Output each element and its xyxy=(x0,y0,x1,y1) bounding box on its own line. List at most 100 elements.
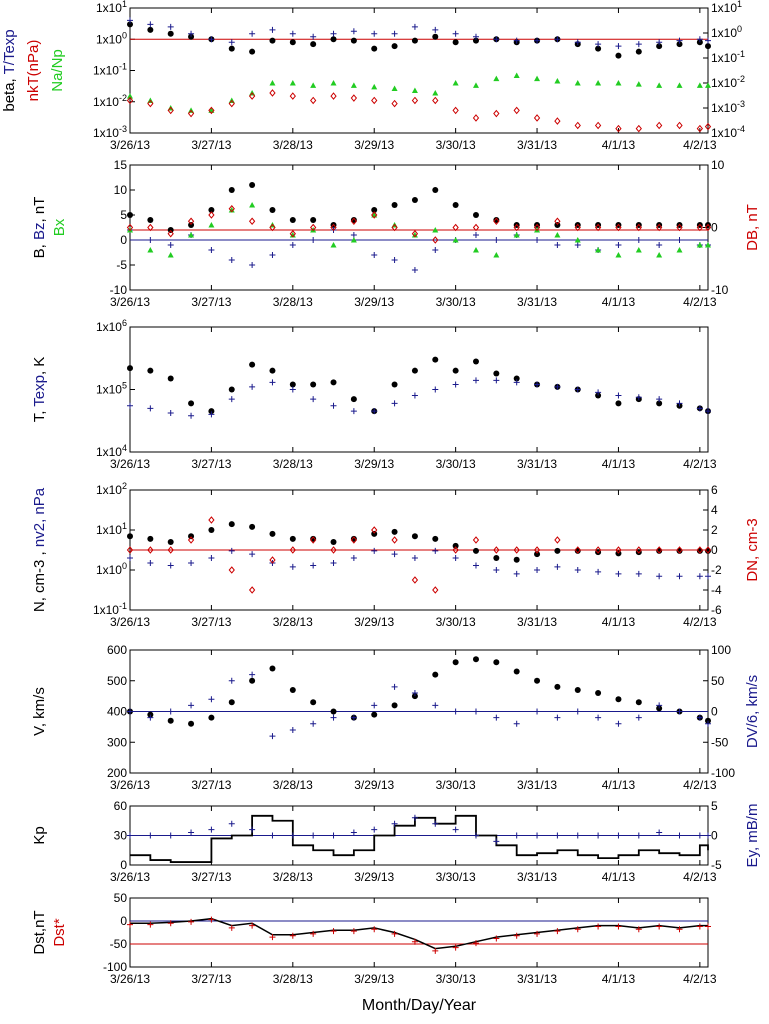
series-N-0-point xyxy=(289,535,296,542)
series-Dst-1-point xyxy=(269,934,276,941)
x-tick-label-Kp: 4/2/13 xyxy=(683,870,717,884)
y-tick-label-left-B: 15 xyxy=(114,158,128,172)
series-B-0-point xyxy=(452,202,459,208)
series-B-1-point xyxy=(289,242,296,248)
series-N-2-point xyxy=(452,546,459,554)
series-B-2-point xyxy=(432,227,439,233)
series-T-0-point xyxy=(595,392,602,399)
y-tick-label-right-Kp: -5 xyxy=(711,858,722,872)
series-B-2-point xyxy=(574,237,581,243)
series-V-1-point xyxy=(513,720,520,727)
series-beta-2-point xyxy=(127,93,133,99)
series-T-1-point xyxy=(147,405,154,412)
series-N-1-point xyxy=(452,554,459,561)
series-Kp-1-point xyxy=(310,832,317,839)
x-tick-label-V: 4/1/13 xyxy=(602,778,636,792)
series-T-0-point xyxy=(330,379,337,386)
x-tick-label-T: 3/31/13 xyxy=(517,457,557,471)
y-tick-label-right-N: 2 xyxy=(711,523,718,537)
series-Dst-1-point xyxy=(411,938,418,945)
x-tick-label-N: 3/26/13 xyxy=(110,615,150,629)
series-N-1-point xyxy=(127,554,133,561)
x-tick-label-B: 3/26/13 xyxy=(110,295,150,309)
series-V-0-point xyxy=(188,720,195,727)
series-B-2-point xyxy=(249,202,256,208)
series-Dst-1-point xyxy=(676,926,683,933)
series-B-1-point xyxy=(228,257,235,263)
series-beta-0-point xyxy=(676,41,683,48)
series-V-1-point xyxy=(676,708,683,715)
y-tick-label-left-Dst: 50 xyxy=(114,891,128,905)
series-T-1-point xyxy=(432,386,439,393)
series-B-2-point xyxy=(167,252,174,258)
series-beta-1-point xyxy=(696,36,703,43)
series-N-1-point xyxy=(676,573,683,580)
series-Kp-1-point xyxy=(391,820,398,827)
y-tick-label-right-beta: 1x100 xyxy=(711,24,742,40)
series-B-3-point xyxy=(371,211,378,219)
series-B-0-point xyxy=(249,182,256,188)
y-axis-label-left-T: T, Texp, K xyxy=(31,357,48,423)
series-N-1-point xyxy=(595,568,602,575)
series-Kp-1-point xyxy=(371,826,378,833)
y-tick-label-left-N: 1x10-1 xyxy=(93,601,127,617)
series-V-1-point xyxy=(310,720,317,727)
series-V-0-point xyxy=(310,699,317,706)
series-V-1-point xyxy=(595,714,602,721)
series-T-0-point xyxy=(147,367,154,374)
series-Kp-1-point xyxy=(635,832,642,839)
series-beta-0-point xyxy=(188,33,195,40)
y-tick-label-right-V: -100 xyxy=(711,766,735,780)
series-V-0-point xyxy=(493,659,500,666)
y-tick-label-left-B: 5 xyxy=(120,208,127,222)
series-N-1-point xyxy=(493,567,500,573)
series-B-1-point xyxy=(208,247,215,253)
x-axis-label: Month/Day/Year xyxy=(362,997,477,1014)
series-B-3-point xyxy=(269,223,276,232)
series-beta-3-point xyxy=(574,121,581,130)
y-tick-label-left-T: 1x104 xyxy=(96,443,127,459)
series-B-1-point xyxy=(493,237,500,243)
series-T-0-point xyxy=(656,400,663,407)
series-Dst-1-point xyxy=(554,928,561,935)
series-Dst-1-point xyxy=(574,926,581,933)
series-N-2-point xyxy=(126,546,134,554)
y-tick-label-left-V: 200 xyxy=(107,766,127,780)
series-Kp-1-point xyxy=(269,832,276,839)
series-N-2-point xyxy=(513,546,520,554)
series-N-0-point xyxy=(208,527,215,533)
series-V-1-point xyxy=(472,708,479,715)
series-B-0-point xyxy=(472,212,479,218)
series-N-0-point xyxy=(310,535,317,542)
series-Dst-1-point xyxy=(656,923,663,930)
x-tick-label-Dst: 3/31/13 xyxy=(517,972,557,986)
series-N-1-point xyxy=(574,567,581,573)
x-tick-label-V: 3/29/13 xyxy=(354,778,394,792)
series-Dst-1-point xyxy=(228,924,235,931)
y-axis-label-right-N: DN, cm-3 xyxy=(744,518,761,581)
y-axis-label-left-B: B, Bz, nT xyxy=(31,197,48,259)
series-V-0-point xyxy=(371,711,378,718)
series-V-0-point xyxy=(705,717,711,724)
y-axis-label-left-beta: beta, T/Texp xyxy=(1,29,18,111)
series-V-0-point xyxy=(249,677,256,684)
series-beta-1-point xyxy=(127,17,133,24)
x-tick-label-Dst: 3/27/13 xyxy=(191,972,231,986)
panel-frame-T xyxy=(129,326,709,453)
series-B-1-point xyxy=(432,247,439,253)
series-beta-1-point xyxy=(472,33,479,40)
x-tick-label-beta: 3/29/13 xyxy=(354,138,394,152)
series-beta-1-point xyxy=(705,37,711,44)
series-N-1-point xyxy=(656,573,663,580)
series-N-0-point xyxy=(269,530,276,537)
series-N-1-point xyxy=(188,559,195,566)
x-tick-label-N: 3/27/13 xyxy=(191,615,231,629)
series-V-1-point xyxy=(391,683,398,690)
series-beta-2-point xyxy=(696,82,703,88)
series-beta-1-point xyxy=(188,30,195,37)
series-B-0-point xyxy=(310,217,317,223)
series-B-0-point xyxy=(208,207,215,213)
series-N-1-point xyxy=(472,562,479,569)
series-N-2-point xyxy=(391,536,398,544)
y-tick-label-left-V: 400 xyxy=(107,705,127,719)
